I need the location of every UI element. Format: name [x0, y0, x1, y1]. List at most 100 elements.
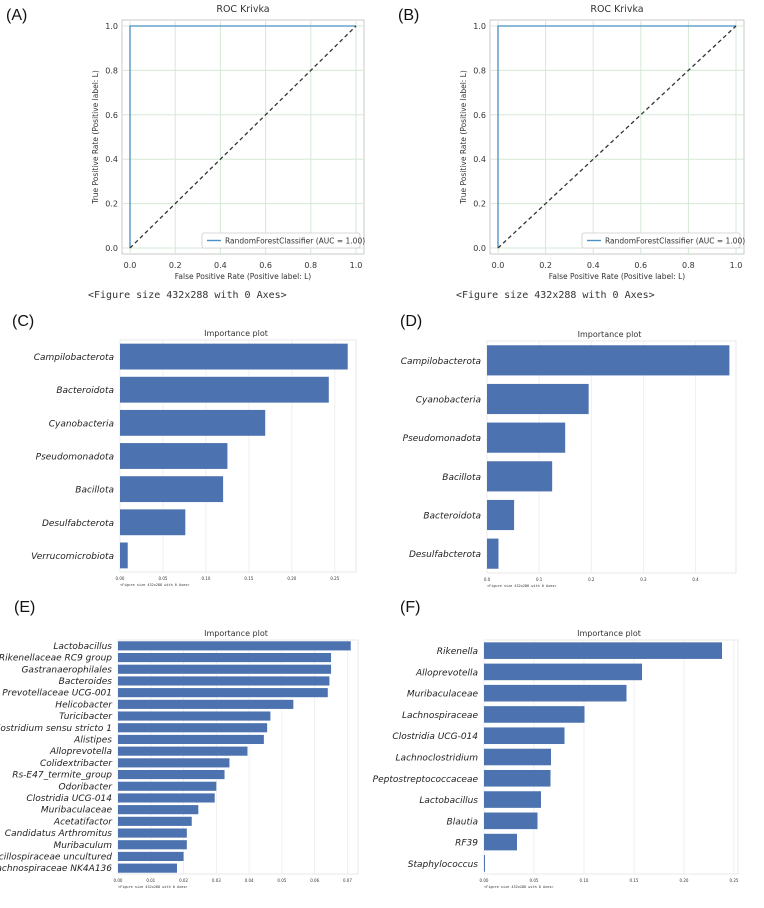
bar — [484, 769, 551, 787]
bar — [120, 409, 266, 436]
bar — [487, 499, 515, 531]
x-axis-label: False Positive Rate (Positive label: L) — [175, 272, 312, 281]
chart-title: Importance plot — [577, 629, 641, 638]
y-axis-label: True Positive Rate (Positive label: L) — [91, 70, 100, 205]
bar — [120, 476, 224, 503]
bar — [118, 805, 199, 815]
bar — [484, 727, 565, 745]
bar-label: Bacteroidota — [56, 386, 114, 396]
y-tick-label: 0.2 — [105, 200, 118, 209]
bar-label: Prevotellaceae UCG-001 — [2, 689, 112, 699]
figure-size-footer: <Figure size 432x288 with 0 Axes> — [88, 290, 287, 301]
bar — [120, 542, 128, 569]
x-tick-label: 0.05 — [277, 878, 286, 883]
x-tick-label: 0.03 — [212, 878, 221, 883]
bar — [487, 461, 553, 492]
y-tick-label: 0.4 — [105, 155, 118, 164]
figure-size-footer: <Figure size 432x288 with 0 Axes> — [120, 583, 190, 587]
x-tick-label: 0.4 — [692, 577, 699, 582]
y-tick-label: 1.0 — [473, 22, 486, 31]
x-tick-label: 0.00 — [116, 576, 125, 581]
figure-size-footer: <Figure size 432x288 with 0 Axes> — [487, 584, 557, 588]
panel-letter-b: (B) — [398, 7, 419, 24]
x-tick-label: 0.04 — [245, 878, 254, 883]
y-axis-label: True Positive Rate (Positive label: L) — [459, 70, 468, 205]
bar — [484, 684, 627, 702]
bar-label: Alistipes — [73, 735, 112, 745]
bar — [118, 851, 184, 862]
x-tick-label: 1.0 — [730, 261, 743, 270]
bar-label: Cyanobacteria — [416, 396, 481, 406]
bar-label: Bacteroides — [59, 677, 113, 687]
x-tick-label: 1.0 — [350, 261, 363, 270]
bar-label: Peptostreptococcaceae — [373, 775, 479, 785]
x-tick-label: 0.00 — [480, 878, 489, 883]
bar — [484, 642, 722, 659]
y-tick-label: 0.8 — [105, 66, 118, 75]
panel-letter-e: (E) — [14, 599, 35, 616]
figure-size-footer: <Figure size 432x288 with 0 Axes> — [118, 885, 188, 889]
figure-size-footer: <Figure size 432x288 with 0 Axes> — [484, 885, 554, 889]
y-tick-label: 1.0 — [105, 22, 118, 31]
bar-label: Colidextribacter — [40, 759, 113, 769]
bar — [484, 855, 485, 872]
x-tick-label: 0.0 — [124, 261, 137, 270]
x-tick-label: 0.3 — [640, 577, 647, 582]
bar-label: Muribaculaceae — [407, 690, 479, 700]
x-tick-label: 0.8 — [304, 261, 317, 270]
bar — [118, 769, 225, 780]
roc-curve — [497, 25, 736, 248]
bar-label: Lachnoclostridium — [396, 754, 479, 764]
x-tick-label: 0.6 — [259, 261, 272, 270]
bar — [118, 641, 351, 651]
y-tick-label: 0.0 — [105, 244, 118, 253]
x-tick-label: 0.15 — [630, 878, 639, 883]
y-tick-label: 0.6 — [473, 111, 486, 120]
legend-box — [201, 232, 361, 249]
bar — [120, 376, 329, 403]
x-tick-label: 0.05 — [530, 878, 539, 883]
roc-curve — [129, 25, 356, 248]
x-tick-label: 0.2 — [588, 577, 595, 582]
y-tick-label: 0.6 — [105, 111, 118, 120]
bar-label: Helicobacter — [55, 700, 113, 710]
bar-label: Candidatus Arthromitus — [5, 829, 113, 839]
bar — [118, 699, 294, 709]
bar — [118, 723, 268, 733]
bar — [120, 343, 348, 370]
x-tick-label: 0.15 — [244, 576, 253, 581]
bar-label: Bacillota — [75, 486, 114, 496]
x-tick-label: 0.00 — [114, 878, 123, 883]
bar — [484, 812, 538, 830]
plot-frame — [486, 340, 737, 574]
y-tick-label: 0.4 — [473, 155, 486, 164]
chance-line — [497, 25, 737, 249]
legend-label: RandomForestClassifier (AUC = 1.00) — [225, 237, 365, 246]
bar-label: Muribaculum — [53, 841, 112, 851]
bar-label: Gastranaerophilales — [21, 665, 112, 675]
bar — [118, 816, 192, 826]
x-tick-label: 0.2 — [169, 261, 182, 270]
bar — [487, 345, 730, 376]
bar-label: Rs-E47_termite_group — [12, 771, 112, 781]
bar — [487, 422, 566, 453]
y-tick-label: 0.8 — [473, 66, 486, 75]
importance-chart-f: 0.00 0.05 0.10 0.15 0.20 0.25 Rikenella Allopre… — [373, 629, 739, 889]
bar-label: Rikenella — [437, 647, 478, 657]
bar — [118, 746, 248, 756]
panel-letter-d: (D) — [400, 313, 422, 330]
bar-label: Campilobacterota — [34, 353, 114, 363]
bar-label: Lachnospiraceae — [402, 711, 479, 721]
bar — [120, 443, 228, 469]
x-tick-label: 0.10 — [580, 878, 589, 883]
bar — [120, 509, 186, 536]
bar — [484, 791, 541, 808]
legend-box — [581, 232, 741, 249]
bar-label: Rikenellaceae RC9 group — [0, 654, 112, 664]
x-tick-label: 0.0 — [484, 577, 491, 582]
bar-label: Oscillospiraceae uncultured — [0, 852, 112, 862]
bar-label: Cyanobacteria — [49, 419, 114, 429]
bar-label: Desulfabcterota — [409, 550, 481, 560]
bar — [487, 383, 589, 415]
